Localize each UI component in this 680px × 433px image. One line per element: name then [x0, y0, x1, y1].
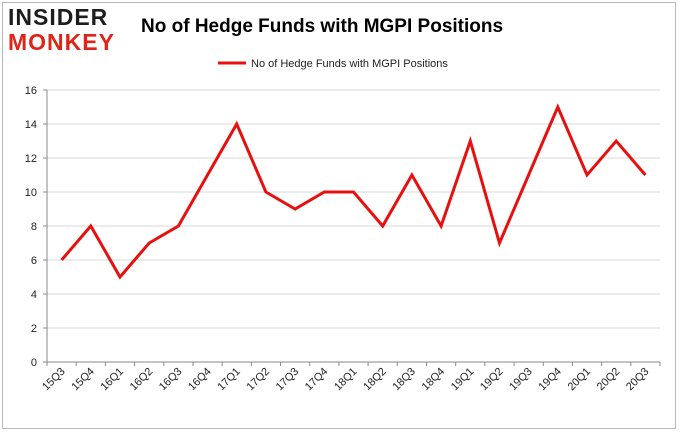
data-point	[294, 208, 297, 211]
chart-title: No of Hedge Funds with MGPI Positions	[141, 16, 504, 37]
x-tick-label: 18Q1	[332, 366, 360, 394]
x-tick-label: 19Q4	[536, 366, 564, 394]
x-tick-label: 17Q2	[245, 366, 273, 394]
series-layer	[60, 103, 647, 280]
data-point	[118, 276, 121, 279]
legend-label: No of Hedge Funds with MGPI Positions	[251, 58, 448, 70]
legend: No of Hedge Funds with MGPI Positions	[218, 58, 448, 70]
data-point	[440, 225, 443, 228]
x-tick-label: 17Q3	[274, 366, 302, 394]
chart-frame	[2, 2, 676, 429]
x-tick-label: 20Q3	[624, 366, 652, 394]
y-tick-label: 16	[25, 85, 37, 97]
x-tick-label: 15Q4	[69, 366, 97, 394]
x-tick-label: 19Q2	[478, 366, 506, 394]
x-tick-label: 15Q3	[40, 366, 68, 394]
data-point	[469, 140, 472, 143]
data-point	[644, 174, 647, 177]
data-point	[556, 106, 559, 109]
data-point	[89, 225, 92, 228]
data-point	[323, 191, 326, 194]
x-tick-label: 17Q4	[303, 366, 331, 394]
x-tick-label: 19Q1	[449, 366, 477, 394]
y-tick-label: 2	[31, 323, 37, 335]
x-tick-label: 20Q2	[595, 366, 623, 394]
x-tick-label: 20Q1	[566, 366, 594, 394]
x-tick-label: 18Q3	[390, 366, 418, 394]
logo-text-top: INSIDER	[8, 4, 109, 30]
x-tick-label: 17Q1	[215, 366, 243, 394]
data-point	[206, 174, 209, 177]
data-point	[410, 174, 413, 177]
y-tick-label: 8	[31, 221, 37, 233]
data-point	[177, 225, 180, 228]
data-point	[148, 242, 151, 245]
grid-layer	[47, 89, 660, 329]
data-point	[586, 174, 589, 177]
data-point	[498, 242, 501, 245]
y-tick-label: 14	[25, 119, 37, 131]
y-tick-label: 4	[31, 289, 37, 301]
y-tick-label: 6	[31, 255, 37, 267]
data-point	[60, 259, 63, 262]
data-point	[264, 191, 267, 194]
data-point	[235, 123, 238, 126]
x-tick-label: 16Q4	[186, 366, 214, 394]
x-tick-label: 16Q1	[99, 366, 127, 394]
data-point	[352, 191, 355, 194]
x-tick-label: 16Q2	[128, 366, 156, 394]
x-tick-label: 18Q2	[361, 366, 389, 394]
data-point	[615, 140, 618, 143]
y-tick-label: 0	[31, 357, 37, 369]
data-point	[527, 174, 530, 177]
insider-monkey-logo: INSIDER MONKEY	[8, 6, 128, 56]
y-tick-label: 10	[25, 187, 37, 199]
x-tick-label: 16Q3	[157, 366, 185, 394]
data-point	[381, 225, 384, 228]
x-tick-label: 19Q3	[507, 366, 535, 394]
series-line	[60, 103, 647, 280]
x-tick-label: 18Q4	[420, 366, 448, 394]
logo-text-bottom: MONKEY	[8, 29, 115, 55]
y-tick-label: 12	[25, 153, 37, 165]
